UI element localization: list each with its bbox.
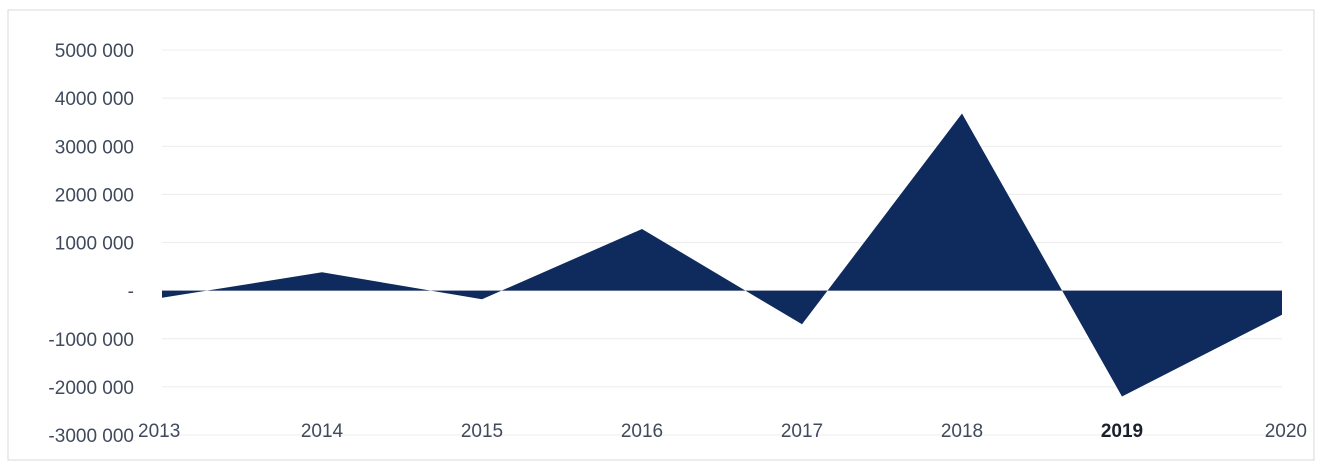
y-tick-label: - (128, 282, 134, 303)
y-tick-label: -3000 000 (48, 426, 134, 447)
y-tick-label: -1000 000 (48, 330, 134, 351)
x-tick-label: 2019 (1101, 421, 1143, 442)
x-tick-label: 2017 (781, 421, 823, 442)
y-tick-label: 3000 000 (55, 137, 134, 158)
x-tick-label: 2013 (138, 421, 180, 442)
x-tick-label: 2015 (461, 421, 503, 442)
x-tick-label: 2018 (941, 421, 983, 442)
x-tick-label: 2016 (621, 421, 663, 442)
y-tick-label: 1000 000 (55, 234, 134, 255)
y-tick-label: -2000 000 (48, 378, 134, 399)
data-area (162, 113, 1282, 397)
x-tick-label: 2020 (1265, 421, 1307, 442)
y-tick-label: 2000 000 (55, 185, 134, 206)
x-axis-tick-labels: 2013 2014 2015 2016 2017 2018 2019 2020 (138, 421, 1307, 442)
y-tick-label: 4000 000 (55, 89, 134, 110)
series-area (162, 113, 1282, 397)
chart-frame (7, 9, 1315, 461)
x-tick-label: 2014 (301, 421, 344, 442)
y-tick-label: 5000 000 (55, 41, 134, 62)
gridlines (162, 49, 1282, 436)
y-axis-tick-labels: 5000 000 4000 000 3000 000 2000 000 1000 000… (48, 41, 134, 447)
